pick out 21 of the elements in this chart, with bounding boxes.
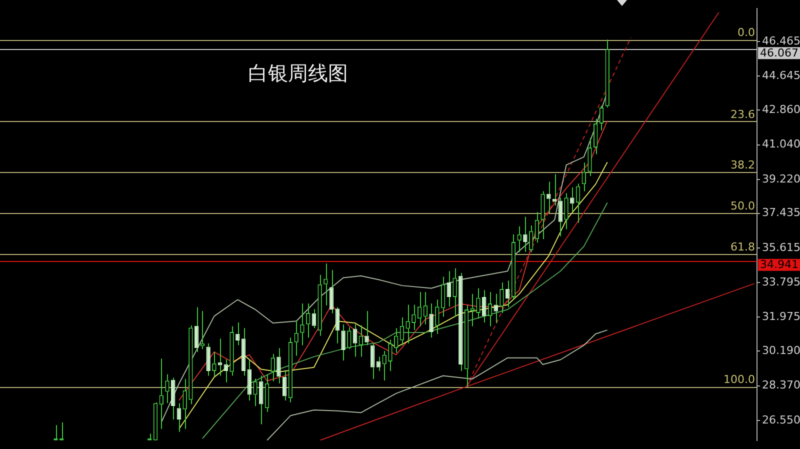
y-tick-label: 41.040 <box>762 138 800 151</box>
ref-line-label: 46.067 <box>760 46 798 60</box>
ref-line-label: 34.941 <box>760 258 798 272</box>
annotation: 50.0 <box>730 199 755 212</box>
y-tick-label: 46.465 <box>762 34 800 48</box>
annotation: 23.6 <box>730 108 755 121</box>
annotation: 38.2 <box>730 158 755 172</box>
y-tick-label: 42.860 <box>762 103 800 116</box>
annotation: 0.0 <box>738 26 755 39</box>
y-tick-label: 31.975 <box>762 310 800 324</box>
annotation: 61.8 <box>730 240 755 254</box>
y-tick-label: 26.550 <box>762 413 800 426</box>
y-tick-label: 44.645 <box>762 69 800 82</box>
y-tick-label: 39.220 <box>762 172 800 186</box>
y-tick-label: 30.190 <box>762 344 800 358</box>
y-tick-label: 33.795 <box>762 275 800 288</box>
annotation: 100.0 <box>724 372 755 386</box>
y-tick-label: 35.615 <box>762 240 800 254</box>
y-tick-label: 37.435 <box>762 206 800 220</box>
text: 白银周线图 <box>248 60 348 87</box>
y-tick-label: 28.370 <box>762 378 800 392</box>
